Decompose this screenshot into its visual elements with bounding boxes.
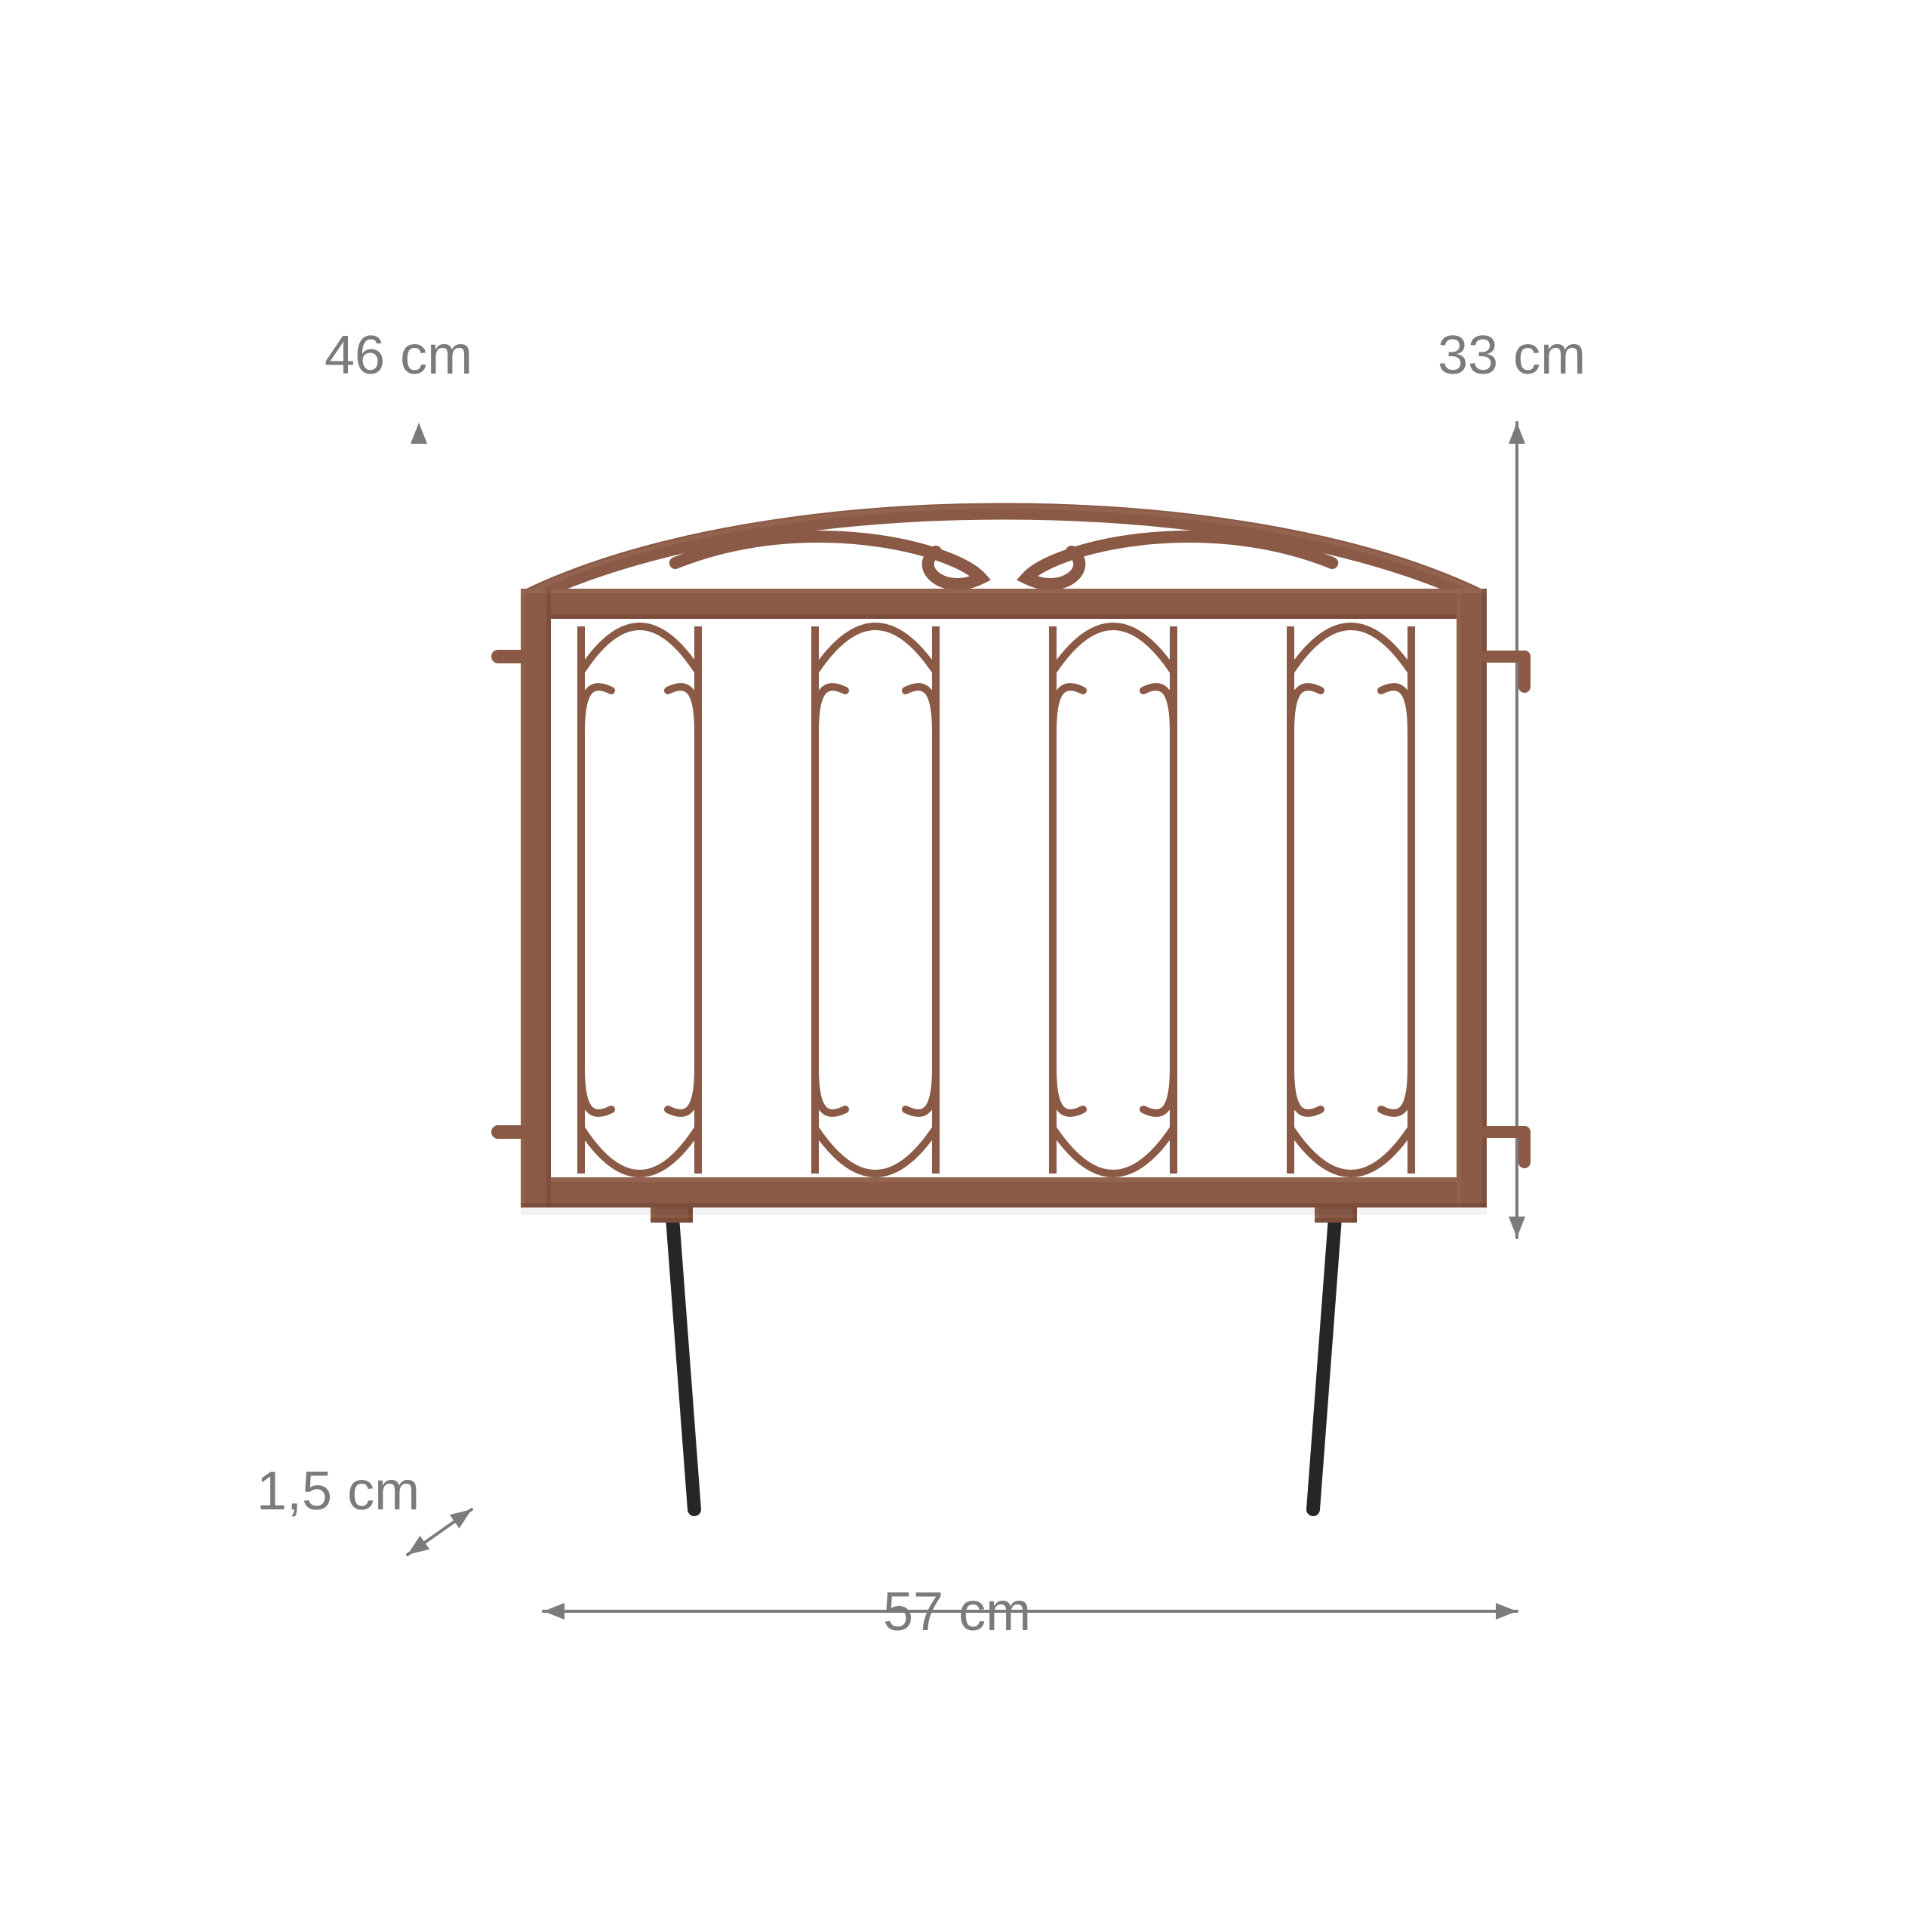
diagram-svg — [0, 0, 1932, 1932]
diagram-canvas: 46 cm 33 cm 57 cm 1,5 cm — [0, 0, 1932, 1932]
